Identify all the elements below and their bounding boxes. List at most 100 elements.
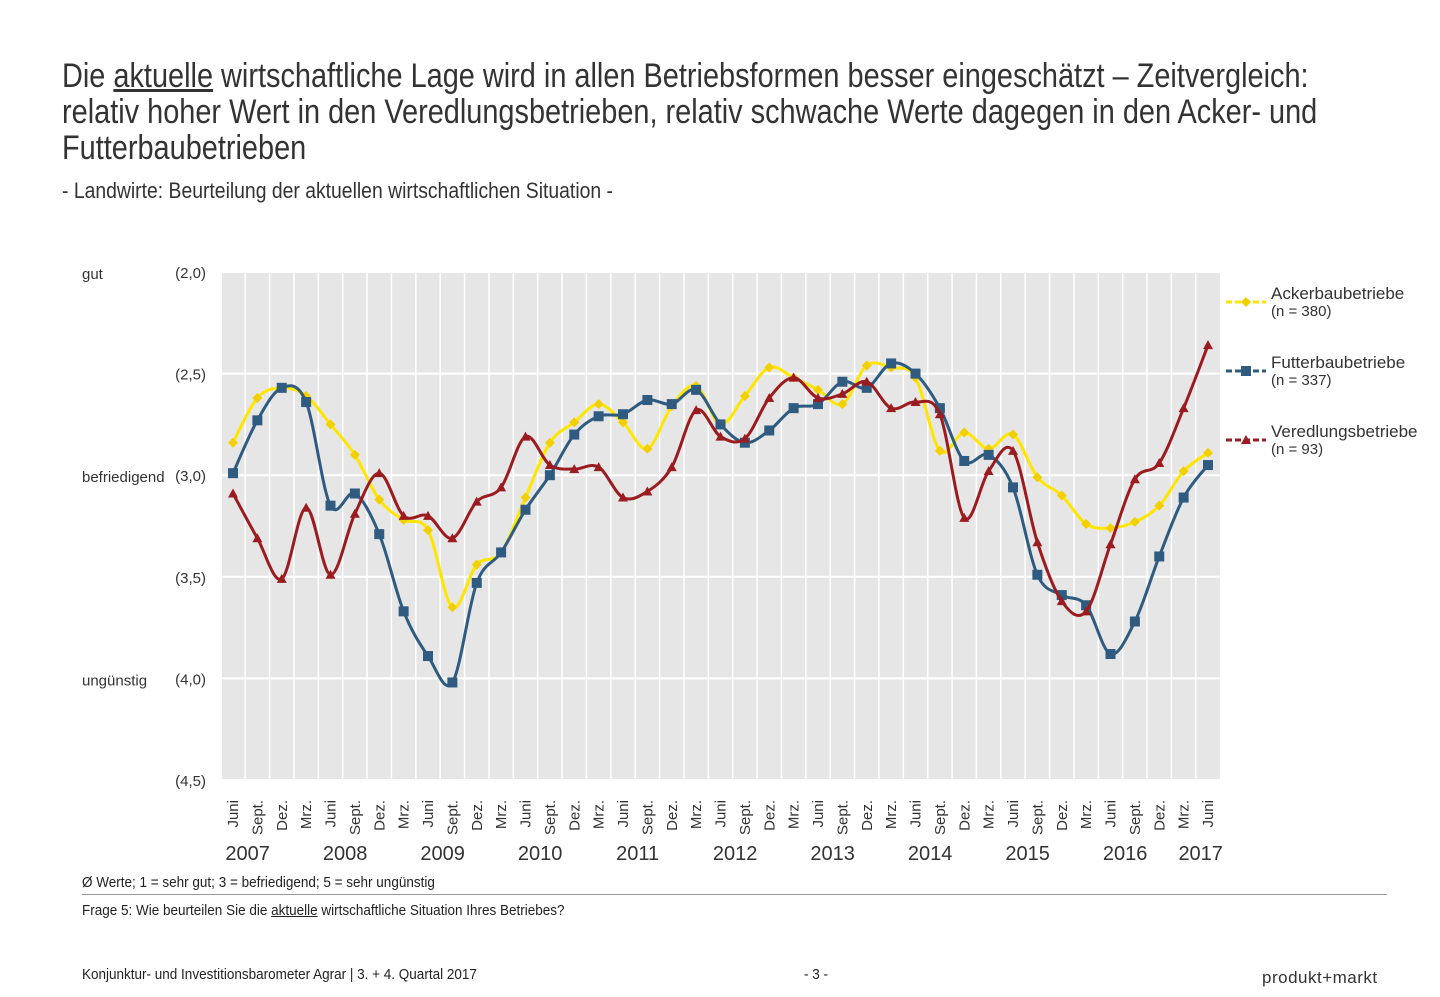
marker (496, 482, 507, 492)
subtitle: - Landwirte: Beurteilung der aktuellen w… (62, 178, 613, 203)
question-part: aktuelle (271, 902, 318, 919)
legend-n: (n = 93) (1271, 441, 1323, 458)
x-tick-label: Dez. (859, 800, 876, 831)
marker (715, 419, 726, 430)
marker (228, 468, 238, 479)
marker (1008, 482, 1018, 493)
marker (739, 433, 750, 443)
marker (739, 437, 750, 448)
y-tick-label: (2,5) (175, 367, 206, 384)
marker (447, 677, 458, 688)
y-side-label: befriedigend (82, 469, 165, 486)
x-tick-label: Dez. (1151, 800, 1168, 831)
marker (1241, 366, 1251, 376)
x-tick-label: Juni (225, 800, 242, 828)
marker (398, 510, 409, 520)
marker (1008, 429, 1018, 440)
marker (642, 395, 653, 406)
x-tick-label: Juni (1103, 800, 1120, 828)
marker (349, 488, 360, 499)
marker (349, 508, 360, 518)
marker (569, 417, 580, 428)
marker (325, 419, 336, 430)
marker (861, 376, 872, 386)
marker (1129, 516, 1140, 527)
question-part: Frage 5: Wie beurteilen Sie die (82, 902, 272, 919)
legend-n: (n = 380) (1271, 303, 1331, 320)
marker (1032, 537, 1043, 547)
marker (959, 512, 970, 522)
marker (886, 358, 897, 369)
marker (423, 651, 433, 662)
marker (276, 573, 287, 583)
marker (349, 449, 360, 460)
marker (813, 384, 823, 395)
x-tick-label: Sept. (737, 800, 754, 835)
x-tick-label: Dez. (274, 800, 291, 831)
year-label: 2016 (1103, 843, 1148, 865)
x-tick-label: Mrz. (298, 800, 315, 829)
year-label: 2012 (713, 843, 758, 865)
marker (1203, 460, 1213, 471)
x-tick-label: Mrz. (981, 800, 998, 829)
marker (1105, 523, 1116, 534)
x-tick-label: Mrz. (786, 800, 803, 829)
marker (1129, 474, 1140, 484)
marker (837, 376, 848, 387)
x-tick-label: Sept. (249, 800, 266, 835)
year-label: 2007 (225, 843, 270, 865)
year-label: 2009 (420, 843, 465, 865)
marker (1056, 596, 1067, 606)
y-side-label: ungünstig (82, 672, 147, 689)
x-tick-label: Mrz. (688, 800, 705, 829)
x-tick-label: Dez. (761, 800, 778, 831)
x-tick-label: Dez. (469, 800, 486, 831)
separator (82, 894, 1387, 895)
x-tick-label: Mrz. (493, 800, 510, 829)
marker (301, 397, 312, 408)
marker (544, 470, 555, 481)
marker (1081, 606, 1092, 616)
x-tick-label: Juni (615, 800, 632, 828)
x-tick-label: Sept. (639, 800, 656, 835)
brand: produkt+markt (1262, 968, 1378, 987)
marker (910, 368, 921, 379)
marker (374, 468, 385, 478)
y-tick-label: (3,0) (175, 468, 206, 485)
x-tick-label: Sept. (347, 800, 364, 835)
marker (544, 460, 555, 470)
marker (423, 525, 433, 536)
marker (983, 449, 994, 460)
marker (934, 403, 945, 414)
y-tick-label: (3,5) (175, 570, 206, 587)
year-label: 2015 (1005, 843, 1050, 865)
marker (1154, 551, 1165, 562)
marker (886, 403, 897, 413)
x-tick-label: Sept. (1029, 800, 1046, 835)
title-part: Die (62, 57, 114, 95)
marker (764, 362, 775, 373)
marker (788, 372, 799, 382)
marker (1081, 600, 1092, 611)
x-tick-label: Dez. (664, 800, 681, 831)
marker (1203, 447, 1213, 458)
year-label: 2010 (518, 843, 563, 865)
x-tick-label: Juni (420, 800, 437, 828)
marker (471, 577, 482, 588)
x-tick-label: Juni (908, 800, 925, 828)
marker (666, 462, 677, 472)
marker (252, 392, 263, 403)
x-tick-label: Mrz. (396, 800, 413, 829)
marker (398, 606, 409, 617)
y-tick-label: (4,0) (175, 671, 206, 688)
marker (691, 384, 702, 395)
marker (1056, 590, 1067, 601)
marker (837, 399, 848, 410)
legend-label: Ackerbaubetriebe (1271, 284, 1404, 303)
marker (471, 559, 482, 570)
x-tick-label: Sept. (542, 800, 559, 835)
footer: Konjunktur- und Investitionsbarometer Ag… (82, 966, 477, 983)
note: Ø Werte; 1 = sehr gut; 3 = befriedigend;… (82, 874, 435, 891)
y-tick-label: (4,5) (175, 773, 206, 790)
